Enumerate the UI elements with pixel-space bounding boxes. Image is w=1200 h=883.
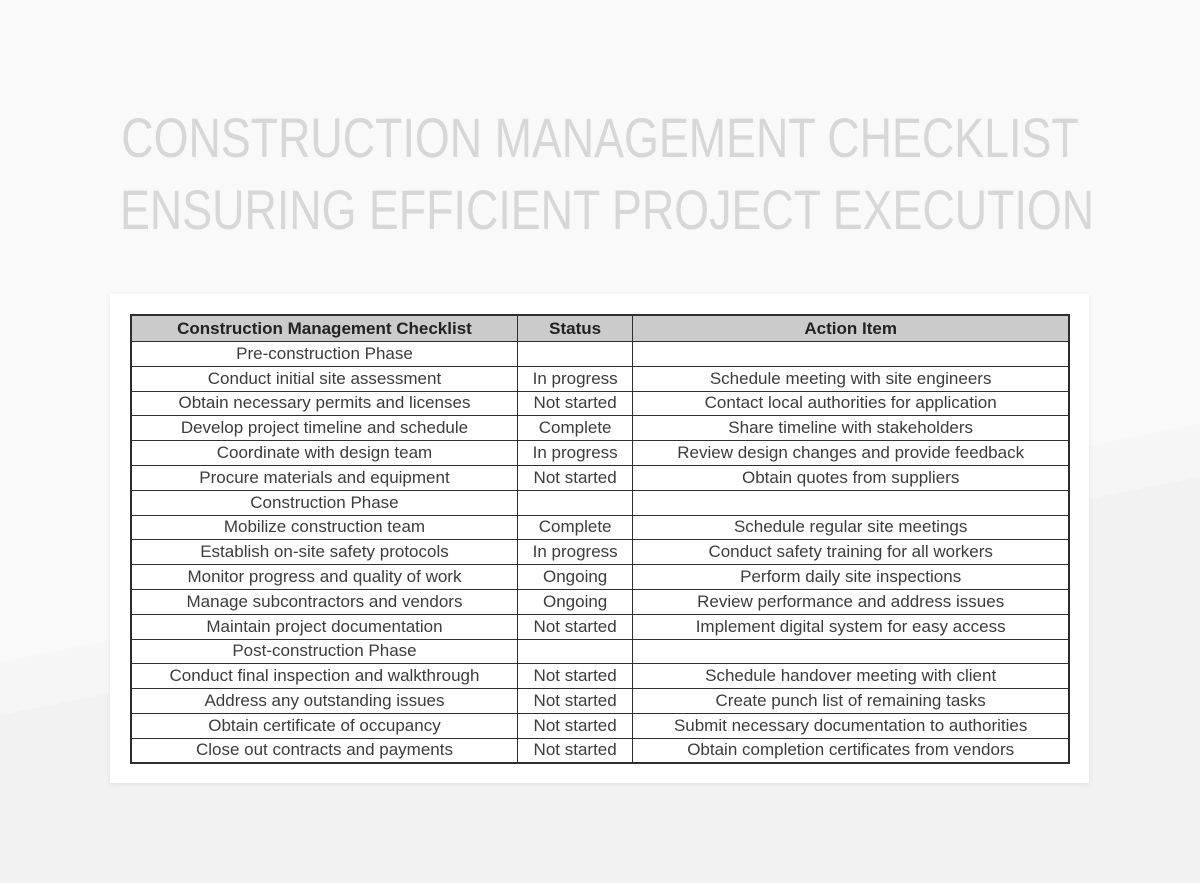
page-title-line-1: CONSTRUCTION MANAGEMENT CHECKLIST: [121, 106, 1079, 169]
action-cell: [632, 341, 1070, 367]
task-cell: Construction Phase: [130, 489, 518, 516]
status-cell: Not started: [516, 712, 634, 739]
status-cell: [516, 638, 634, 665]
status-cell: Ongoing: [516, 588, 634, 615]
task-cell: Conduct initial site assessment: [130, 365, 518, 392]
table-row: Maintain project documentation Not start…: [130, 613, 1070, 640]
task-cell: Close out contracts and payments: [130, 737, 518, 764]
action-cell: Perform daily site inspections: [632, 564, 1070, 590]
action-cell: Obtain quotes from suppliers: [632, 464, 1070, 491]
action-cell: [632, 489, 1070, 516]
table-row: Develop project timeline and schedule Co…: [130, 415, 1070, 442]
table-header-row: Construction Management Checklist Status…: [130, 314, 1070, 342]
table-row: Manage subcontractors and vendors Ongoin…: [130, 588, 1070, 615]
table-row: Mobilize construction team Complete Sche…: [130, 514, 1070, 541]
task-cell: Mobilize construction team: [130, 514, 518, 541]
action-cell: Obtain completion certificates from vend…: [632, 737, 1070, 764]
action-cell: Review design changes and provide feedba…: [632, 440, 1070, 466]
status-cell: Ongoing: [516, 564, 634, 590]
status-cell: In progress: [516, 440, 634, 466]
table-row: Close out contracts and payments Not sta…: [130, 737, 1070, 764]
task-cell: Conduct final inspection and walkthrough: [130, 663, 518, 690]
action-cell: Review performance and address issues: [632, 588, 1070, 615]
task-cell: Obtain certificate of occupancy: [130, 712, 518, 739]
action-cell: Schedule meeting with site engineers: [632, 365, 1070, 392]
action-cell: Contact local authorities for applicatio…: [632, 390, 1070, 417]
table-row: Construction Phase: [130, 489, 1070, 516]
table-row: Post-construction Phase: [130, 638, 1070, 665]
header-cell-checklist: Construction Management Checklist: [130, 314, 518, 342]
table-row: Conduct final inspection and walkthrough…: [130, 663, 1070, 690]
status-cell: In progress: [516, 365, 634, 392]
action-cell: Schedule handover meeting with client: [632, 663, 1070, 690]
status-cell: Not started: [516, 464, 634, 491]
task-cell: Procure materials and equipment: [130, 464, 518, 491]
table-row: Establish on-site safety protocols In pr…: [130, 539, 1070, 566]
table-row: Address any outstanding issues Not start…: [130, 688, 1070, 714]
action-cell: Schedule regular site meetings: [632, 514, 1070, 541]
action-cell: Implement digital system for easy access: [632, 613, 1070, 640]
status-cell: Not started: [516, 613, 634, 640]
page-title-line-2: ENSURING EFFICIENT PROJECT EXECUTION: [120, 178, 1095, 241]
task-cell: Post-construction Phase: [130, 638, 518, 665]
header-cell-action-item: Action Item: [632, 314, 1070, 342]
task-cell: Establish on-site safety protocols: [130, 539, 518, 566]
task-cell: Pre-construction Phase: [130, 341, 518, 367]
checklist-card: Construction Management Checklist Status…: [110, 294, 1089, 783]
header-cell-status: Status: [516, 314, 634, 342]
checklist-table: Construction Management Checklist Status…: [130, 314, 1070, 765]
task-cell: Maintain project documentation: [130, 613, 518, 640]
table-row: Coordinate with design team In progress …: [130, 440, 1070, 466]
action-cell: Create punch list of remaining tasks: [632, 688, 1070, 714]
status-cell: Complete: [516, 514, 634, 541]
status-cell: Not started: [516, 737, 634, 764]
checklist-table-body: Pre-construction Phase Conduct initial s…: [130, 341, 1070, 764]
action-cell: Conduct safety training for all workers: [632, 539, 1070, 566]
status-cell: Complete: [516, 415, 634, 442]
table-row: Obtain necessary permits and licenses No…: [130, 390, 1070, 417]
status-cell: In progress: [516, 539, 634, 566]
page-title: CONSTRUCTION MANAGEMENT CHECKLIST ENSURI…: [0, 102, 1200, 246]
status-cell: [516, 341, 634, 367]
table-row: Monitor progress and quality of work Ong…: [130, 564, 1070, 590]
task-cell: Develop project timeline and schedule: [130, 415, 518, 442]
status-cell: [516, 489, 634, 516]
table-row: Obtain certificate of occupancy Not star…: [130, 712, 1070, 739]
task-cell: Coordinate with design team: [130, 440, 518, 466]
action-cell: Share timeline with stakeholders: [632, 415, 1070, 442]
table-row: Pre-construction Phase: [130, 341, 1070, 367]
action-cell: [632, 638, 1070, 665]
task-cell: Obtain necessary permits and licenses: [130, 390, 518, 417]
task-cell: Manage subcontractors and vendors: [130, 588, 518, 615]
task-cell: Address any outstanding issues: [130, 688, 518, 714]
task-cell: Monitor progress and quality of work: [130, 564, 518, 590]
status-cell: Not started: [516, 688, 634, 714]
table-row: Conduct initial site assessment In progr…: [130, 365, 1070, 392]
table-row: Procure materials and equipment Not star…: [130, 464, 1070, 491]
action-cell: Submit necessary documentation to author…: [632, 712, 1070, 739]
status-cell: Not started: [516, 663, 634, 690]
status-cell: Not started: [516, 390, 634, 417]
